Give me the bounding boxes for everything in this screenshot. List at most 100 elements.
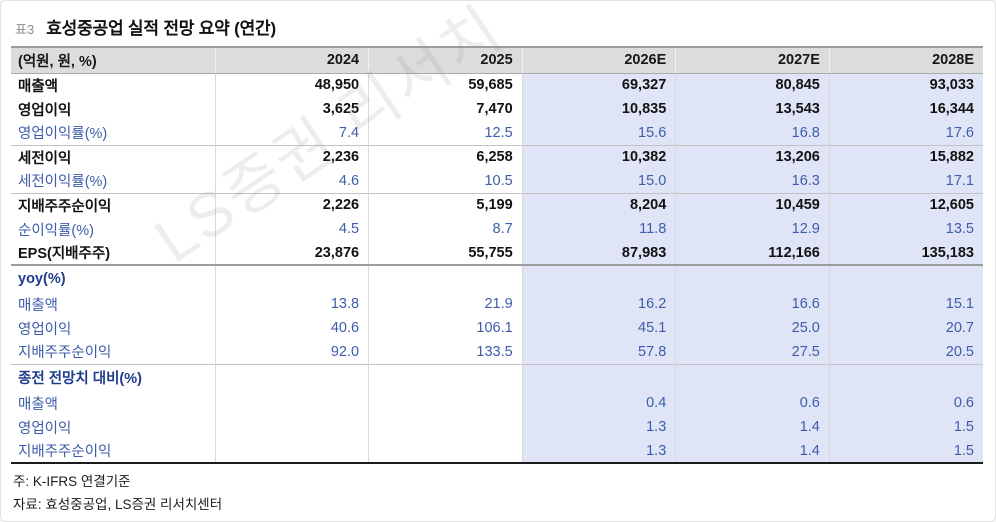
cell-value [368, 363, 523, 391]
row-label: 매출액 [18, 396, 59, 413]
cell-value: 17.1 [828, 169, 983, 193]
cell-value [214, 391, 369, 415]
cell-value: 57.8 [521, 340, 676, 364]
cell-value: 59,685 [368, 73, 523, 97]
column-header-2025: 2025 [368, 47, 523, 74]
row-label: yoy(%) [11, 264, 215, 292]
cell-value: 15.0 [521, 169, 676, 193]
cell-value: 12.5 [368, 121, 523, 145]
table-number-tag: 표3 [15, 22, 35, 37]
cell-value: 10.5 [368, 169, 523, 193]
table-row: 지배주주순이익 92.0 133.5 57.8 27.5 20.5 [11, 340, 983, 364]
table-row: 지배주주순이익 1.3 1.4 1.5 [11, 439, 983, 463]
cell-value: 45.1 [521, 316, 676, 340]
cell-value: 13.8 [214, 292, 369, 316]
cell-value: 133.5 [368, 340, 523, 364]
cell-value: 3,625 [214, 97, 369, 121]
table-row: 세전이익 2,236 6,258 10,382 13,206 15,882 [11, 144, 983, 169]
table-row: 영업이익 40.6 106.1 45.1 25.0 20.7 [11, 316, 983, 340]
row-label: 영업이익 [18, 321, 72, 338]
cell-value: 93,033 [828, 73, 983, 97]
cell-value: 48,950 [214, 73, 369, 97]
cell-value: 15.1 [828, 292, 983, 316]
cell-value [828, 363, 983, 391]
cell-value: 20.7 [828, 316, 983, 340]
cell-value: 6,258 [368, 144, 523, 169]
table-row: 지배주주순이익 2,226 5,199 8,204 10,459 12,605 [11, 192, 983, 217]
table-row: 매출액 48,950 59,685 69,327 80,845 93,033 [11, 73, 983, 97]
cell-value: 0.4 [521, 391, 676, 415]
cell-value: 23,876 [214, 241, 369, 265]
cell-value: 16.8 [675, 121, 830, 145]
cell-value: 25.0 [675, 316, 830, 340]
cell-value: 0.6 [828, 391, 983, 415]
table-row: 순이익률(%) 4.5 8.7 11.8 12.9 13.5 [11, 217, 983, 241]
cell-value: 80,845 [675, 73, 830, 97]
cell-value: 13,543 [675, 97, 830, 121]
cell-value [214, 264, 369, 292]
cell-value: 21.9 [368, 292, 523, 316]
cell-value [214, 415, 369, 439]
cell-value: 55,755 [368, 241, 523, 265]
cell-value: 10,459 [675, 192, 830, 217]
cell-value [214, 439, 369, 463]
table-row: 매출액 0.4 0.6 0.6 [11, 391, 983, 415]
cell-value [521, 363, 676, 391]
cell-value: 15.6 [521, 121, 676, 145]
cell-value [675, 363, 830, 391]
row-label: 매출액 [18, 297, 59, 314]
table-row: 세전이익률(%) 4.6 10.5 15.0 16.3 17.1 [11, 169, 983, 193]
footnotes: 주: K-IFRS 연결기준 자료: 효성중공업, LS증권 리서치센터 [13, 471, 985, 517]
forecast-table: (억원, 원, %) 2024 2025 2026E 2027E 2028E 매… [11, 46, 983, 464]
table-row: 매출액 13.8 21.9 16.2 16.6 15.1 [11, 292, 983, 316]
cell-value [828, 264, 983, 292]
cell-value: 16,344 [828, 97, 983, 121]
cell-value: 12.9 [675, 217, 830, 241]
table-row: EPS(지배주주) 23,876 55,755 87,983 112,166 135,18… [11, 241, 983, 265]
column-header-2028e: 2028E [828, 47, 983, 74]
cell-value: 20.5 [828, 340, 983, 364]
row-label: 세전이익 [11, 144, 215, 169]
table-row: 영업이익 1.3 1.4 1.5 [11, 415, 983, 439]
row-label: 세전이익률(%) [18, 174, 108, 191]
cell-value [368, 391, 523, 415]
cell-value: 92.0 [214, 340, 369, 364]
footnote-basis: 주: K-IFRS 연결기준 [13, 474, 131, 489]
table-row: 영업이익률(%) 7.4 12.5 15.6 16.8 17.6 [11, 121, 983, 145]
column-header-2024: 2024 [214, 47, 369, 74]
cell-value [675, 264, 830, 292]
cell-value: 87,983 [521, 241, 676, 265]
table-row: yoy(%) [11, 264, 983, 292]
table-row: 영업이익 3,625 7,470 10,835 13,543 16,344 [11, 97, 983, 121]
cell-value: 40.6 [214, 316, 369, 340]
cell-value: 0.6 [675, 391, 830, 415]
row-label: 지배주주순이익 [18, 444, 112, 460]
cell-value: 12,605 [828, 192, 983, 217]
title-bar: 표3 효성중공업 실적 전망 요약 (연간) [1, 1, 995, 46]
cell-value: 8.7 [368, 217, 523, 241]
cell-value: 8,204 [521, 192, 676, 217]
cell-value: 10,382 [521, 144, 676, 169]
cell-value: 27.5 [675, 340, 830, 364]
column-header-2026e: 2026E [521, 47, 676, 74]
cell-value: 11.8 [521, 217, 676, 241]
cell-value: 4.6 [214, 169, 369, 193]
cell-value: 13,206 [675, 144, 830, 169]
cell-value: 106.1 [368, 316, 523, 340]
page-title: 효성중공업 실적 전망 요약 (연간) [46, 19, 276, 38]
cell-value: 112,166 [675, 241, 830, 265]
cell-value [368, 264, 523, 292]
cell-value [368, 439, 523, 463]
cell-value: 4.5 [214, 217, 369, 241]
row-label: EPS(지배주주) [18, 246, 111, 262]
cell-value: 135,183 [828, 241, 983, 265]
cell-value: 16.6 [675, 292, 830, 316]
cell-value: 2,236 [214, 144, 369, 169]
cell-value: 1.3 [521, 415, 676, 439]
cell-value: 13.5 [828, 217, 983, 241]
cell-value: 1.3 [521, 439, 676, 463]
row-label: 매출액 [18, 78, 59, 95]
row-label: 지배주주순이익 [18, 345, 112, 362]
row-label: 영업이익률(%) [18, 126, 108, 143]
